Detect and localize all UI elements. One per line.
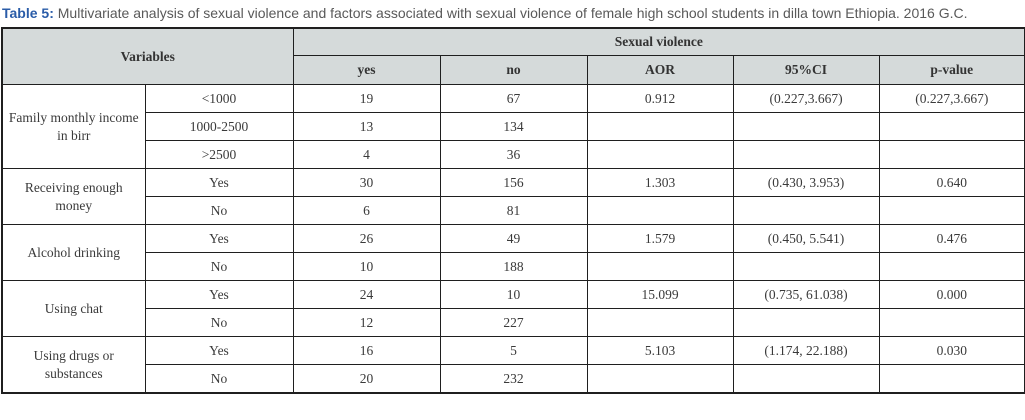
group-label: Using chat (1, 280, 146, 337)
col-header-yes: yes (292, 55, 441, 85)
p-value-cell: 0.476 (878, 224, 1025, 253)
group-label: Alcohol drinking (1, 224, 146, 281)
ci-cell (732, 364, 880, 394)
level-cell: Yes (144, 168, 294, 197)
table-row: Family monthly income in birr <1000 19 6… (1, 84, 1025, 169)
col-header-aor: AOR (586, 55, 734, 85)
table-caption: Table 5: Multivariate analysis of sexual… (0, 0, 1025, 23)
table-row: 1000-2500 13 134 (2, 112, 1025, 141)
yes-count-cell: 4 (292, 140, 441, 169)
group-label: Family monthly income in birr (1, 84, 146, 169)
level-cell: Yes (144, 336, 294, 365)
group-label: Receiving enough money (1, 168, 146, 225)
table-row: No 10 188 (2, 252, 1025, 281)
no-count-cell: 134 (439, 112, 588, 141)
table-caption-label: Table 5: (2, 5, 54, 21)
table-caption-text: Multivariate analysis of sexual violence… (57, 5, 968, 21)
table-row: No 6 81 (2, 196, 1025, 225)
p-value-cell: 0.640 (878, 168, 1025, 197)
col-header-no: no (439, 55, 588, 85)
aor-cell: 1.303 (586, 168, 734, 197)
table-row: Receiving enough money Yes 30 156 1.303 … (1, 168, 1025, 225)
yes-count-cell: 6 (292, 196, 441, 225)
p-value-cell: 0.030 (878, 336, 1025, 365)
aor-cell (586, 364, 734, 394)
level-cell: <1000 (144, 84, 294, 113)
header-row-sub: yes no AOR 95%CI p-value (2, 55, 1025, 85)
yes-count-cell: 12 (292, 308, 441, 337)
no-count-cell: 49 (439, 224, 588, 253)
p-value-cell (878, 112, 1025, 141)
level-cell: >2500 (144, 140, 294, 169)
no-count-cell: 227 (439, 308, 588, 337)
variables-header: Variables (1, 27, 294, 85)
table-row: >2500 4 36 (2, 140, 1025, 169)
multivariate-analysis-table: Variables Sexual violence yes no AOR 95%… (1, 27, 1025, 394)
no-count-cell: 10 (439, 280, 588, 309)
aor-cell (586, 308, 734, 337)
no-count-cell: 188 (439, 252, 588, 281)
yes-count-cell: 16 (292, 336, 441, 365)
ci-cell: (0.227,3.667) (732, 84, 880, 113)
no-count-cell: 5 (439, 336, 588, 365)
table-row: No 20 232 (2, 364, 1025, 394)
col-header-95ci: 95%CI (732, 55, 880, 85)
no-count-cell: 36 (439, 140, 588, 169)
no-count-cell: 67 (439, 84, 588, 113)
table-row: No 12 227 (2, 308, 1025, 337)
aor-cell: 5.103 (586, 336, 734, 365)
ci-cell (732, 308, 880, 337)
ci-cell: (1.174, 22.188) (732, 336, 880, 365)
col-header-pvalue: p-value (878, 55, 1025, 85)
aor-cell (586, 252, 734, 281)
header-row-top: Variables Sexual violence (1, 27, 1025, 85)
level-cell: No (144, 252, 294, 281)
yes-count-cell: 26 (292, 224, 441, 253)
p-value-cell (878, 140, 1025, 169)
ci-cell (732, 252, 880, 281)
aor-cell (586, 140, 734, 169)
level-cell: Yes (144, 280, 294, 309)
p-value-cell (878, 252, 1025, 281)
aor-cell (586, 112, 734, 141)
level-cell: No (144, 308, 294, 337)
yes-count-cell: 30 (292, 168, 441, 197)
aor-cell: 15.099 (586, 280, 734, 309)
ci-cell: (0.430, 3.953) (732, 168, 880, 197)
aor-cell: 0.912 (586, 84, 734, 113)
table-row: Using chat Yes 24 10 15.099 (0.735, 61.0… (1, 280, 1025, 337)
yes-count-cell: 19 (292, 84, 441, 113)
ci-cell (732, 196, 880, 225)
level-cell: No (144, 364, 294, 394)
p-value-cell (878, 196, 1025, 225)
ci-cell: (0.735, 61.038) (732, 280, 880, 309)
yes-count-cell: 20 (292, 364, 441, 394)
p-value-cell (878, 308, 1025, 337)
aor-cell (586, 196, 734, 225)
p-value-cell: 0.000 (878, 280, 1025, 309)
ci-cell (732, 112, 880, 141)
level-cell: 1000-2500 (144, 112, 294, 141)
aor-cell: 1.579 (586, 224, 734, 253)
level-cell: No (144, 196, 294, 225)
yes-count-cell: 13 (292, 112, 441, 141)
p-value-cell (878, 364, 1025, 394)
p-value-cell: (0.227,3.667) (878, 84, 1025, 113)
group-label: Using drugs or substances (1, 336, 146, 394)
no-count-cell: 81 (439, 196, 588, 225)
ci-cell (732, 140, 880, 169)
sexual-violence-header: Sexual violence (292, 27, 1025, 56)
table-row: Using drugs or substances Yes 16 5 5.103… (1, 336, 1025, 394)
no-count-cell: 156 (439, 168, 588, 197)
table-row: Alcohol drinking Yes 26 49 1.579 (0.450,… (1, 224, 1025, 281)
ci-cell: (0.450, 5.541) (732, 224, 880, 253)
yes-count-cell: 24 (292, 280, 441, 309)
yes-count-cell: 10 (292, 252, 441, 281)
no-count-cell: 232 (439, 364, 588, 394)
level-cell: Yes (144, 224, 294, 253)
